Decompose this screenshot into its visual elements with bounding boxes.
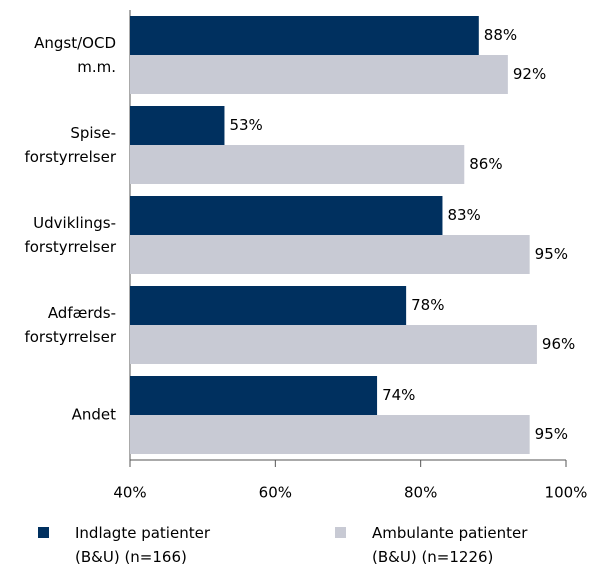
category-label: Udviklings-forstyrrelser — [24, 214, 116, 256]
x-tick-label: 80% — [404, 484, 437, 502]
x-tick-label: 40% — [113, 484, 146, 502]
bar — [130, 55, 508, 94]
bar — [130, 106, 225, 145]
value-label: 53% — [229, 116, 262, 134]
legend-swatch — [38, 527, 49, 538]
bar — [130, 16, 479, 55]
value-label: 95% — [535, 425, 568, 443]
legend-label: Indlagte patienter (B&U) (n=166) — [75, 524, 211, 566]
value-label: 83% — [447, 206, 480, 224]
x-tick-label: 100% — [545, 484, 588, 502]
legend-label: Ambulante patienter (B&U) (n=1226) — [372, 524, 528, 566]
category-label: Angst/OCD m.m. — [34, 34, 116, 76]
value-label: 95% — [535, 245, 568, 263]
value-label: 88% — [484, 26, 517, 44]
value-label: 96% — [542, 335, 575, 353]
value-label: 86% — [469, 155, 502, 173]
category-label: Spise-forstyrrelser — [24, 124, 116, 166]
bar — [130, 286, 407, 325]
bar — [130, 376, 378, 415]
bar — [130, 415, 530, 454]
legend-swatch — [335, 527, 346, 538]
x-tick-label: 60% — [259, 484, 292, 502]
bar — [130, 196, 443, 235]
value-label: 78% — [411, 296, 444, 314]
value-label: 74% — [382, 386, 415, 404]
category-label: Andet — [72, 406, 117, 424]
category-label: Adfærds-forstyrrelser — [24, 304, 116, 346]
bar — [130, 235, 530, 274]
value-label: 92% — [513, 65, 546, 83]
bar — [130, 325, 537, 364]
bar — [130, 145, 465, 184]
